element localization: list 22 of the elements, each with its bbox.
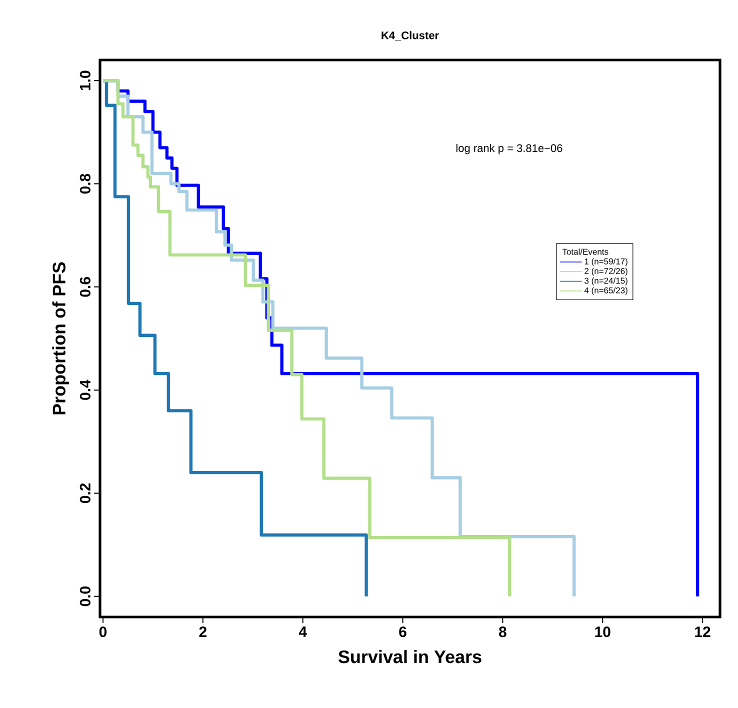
y-tick-label: 0.8: [80, 174, 90, 194]
x-tick-label: 6: [399, 626, 406, 638]
y-tick-label: 1.0: [80, 70, 90, 90]
x-tick-label: 2: [199, 626, 206, 637]
x-tick-label: 10: [595, 626, 610, 638]
x-tick-label: 0: [99, 626, 107, 638]
legend-label: 4 (n=65/23): [584, 287, 628, 296]
x-tick-label: 8: [498, 626, 506, 638]
x-axis-title: Survival in Years: [338, 650, 482, 664]
legend-label: 2 (n=72/26): [584, 268, 628, 276]
x-tick-label: 12: [695, 626, 710, 637]
y-tick-label: 0.2: [80, 483, 90, 504]
legend-label: 1 (n=59/17): [584, 258, 628, 266]
chart-title: K4_Cluster: [382, 31, 439, 40]
legend-title: Total/Events: [562, 248, 608, 255]
y-tick-label: 0.6: [80, 277, 90, 297]
x-tick-label: 4: [298, 626, 307, 637]
annotation: log rank p = 3.81e−06: [456, 144, 562, 154]
y-tick-label: 0.4: [80, 380, 90, 400]
legend-label: 3 (n=24/15): [584, 277, 628, 286]
y-tick-label: 0.0: [80, 586, 90, 606]
y-axis-title: Proportion of PFS: [52, 262, 70, 414]
